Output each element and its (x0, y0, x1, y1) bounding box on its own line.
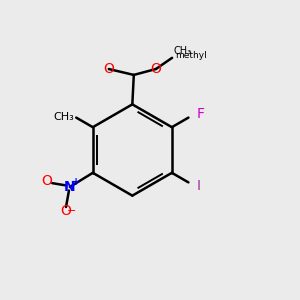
Text: methyl: methyl (175, 51, 207, 60)
Text: O: O (151, 62, 161, 76)
Text: N: N (64, 180, 76, 194)
Text: O: O (103, 62, 114, 76)
Text: O: O (60, 204, 71, 218)
Text: +: + (72, 177, 80, 187)
Text: O: O (42, 174, 52, 188)
Text: F: F (196, 107, 204, 121)
Text: CH₃: CH₃ (53, 112, 74, 122)
Text: CH₃: CH₃ (174, 46, 192, 56)
Text: I: I (196, 179, 200, 193)
Text: −: − (67, 206, 76, 216)
